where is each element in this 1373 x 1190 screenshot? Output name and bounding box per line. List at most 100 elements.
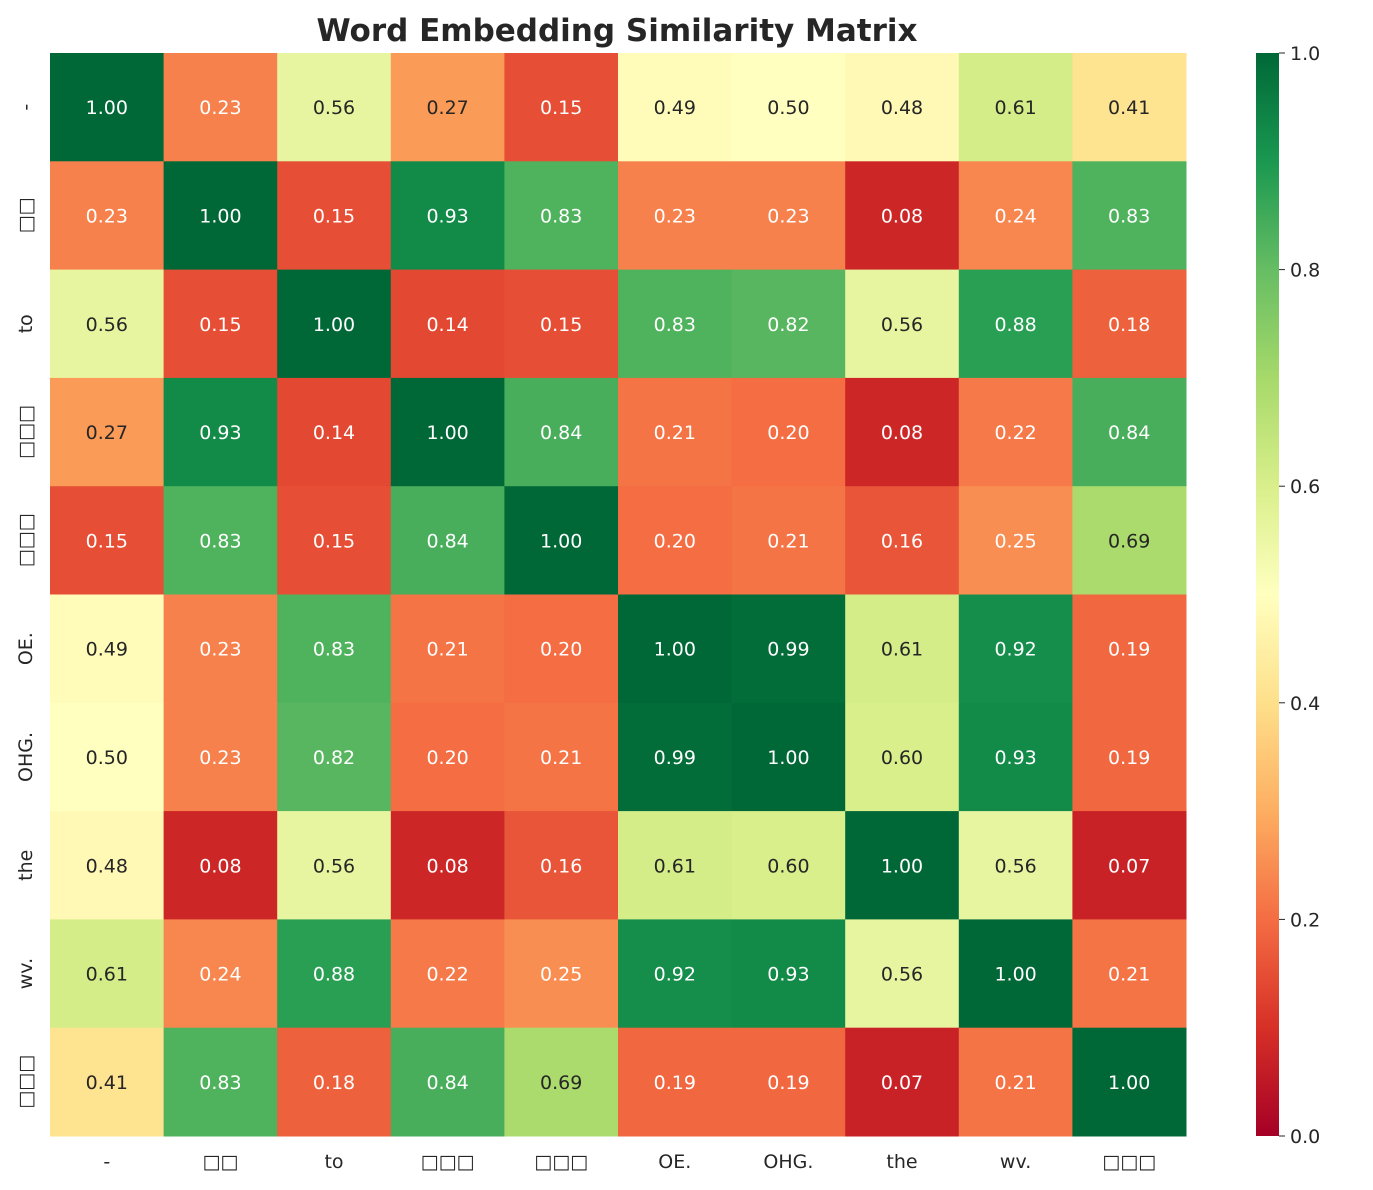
heatmap-cell (731, 161, 846, 271)
cell-annotation: 0.88 (313, 964, 355, 986)
heatmap-cell (390, 1027, 505, 1137)
heatmap-cell (958, 53, 1073, 162)
cell-annotation: 0.56 (881, 964, 923, 986)
heatmap-cell (845, 53, 960, 162)
cell-annotation: 0.07 (881, 1072, 923, 1094)
cell-annotation: 0.92 (994, 639, 1036, 661)
cell-annotation: 0.15 (199, 314, 241, 336)
cell-annotation: 0.84 (426, 530, 468, 552)
cell-annotation: 0.93 (994, 747, 1036, 769)
cell-annotation: 0.23 (654, 205, 696, 227)
heatmap-cell (1072, 1027, 1187, 1137)
cell-annotation: 0.20 (540, 639, 582, 661)
heatmap-cell (163, 161, 278, 271)
heatmap-cell (731, 377, 846, 487)
heatmap-cell (277, 377, 392, 487)
heatmap-cell (163, 702, 278, 812)
heatmap-cell (1072, 811, 1187, 920)
cell-annotation: 0.21 (1108, 964, 1150, 986)
cell-annotation: 0.21 (994, 1072, 1036, 1094)
heatmap-cell (731, 53, 846, 162)
cell-annotation: 1.00 (994, 964, 1036, 986)
cell-annotation: 0.83 (1108, 205, 1150, 227)
heatmap-cell (163, 486, 278, 595)
cell-annotation: 1.00 (540, 530, 582, 552)
colorbar-tick-label: 0.0 (1290, 1126, 1320, 1148)
cell-annotation: 0.69 (1108, 530, 1150, 552)
cell-annotation: 0.23 (767, 205, 809, 227)
heatmap-cell (845, 594, 960, 704)
heatmap-cell (845, 486, 960, 595)
heatmap-cell (618, 377, 733, 487)
cell-annotation: 0.60 (881, 747, 923, 769)
cell-annotation: 0.83 (540, 205, 582, 227)
cell-annotation: 0.21 (767, 530, 809, 552)
heatmap-cell (504, 702, 619, 812)
cell-annotation: 1.00 (654, 639, 696, 661)
heatmap-cell (1072, 161, 1187, 271)
colorbar-tick-label: 0.6 (1290, 476, 1320, 498)
cell-annotation: 0.20 (654, 530, 696, 552)
heatmap-cell (163, 594, 278, 704)
cell-annotation: 0.56 (994, 855, 1036, 877)
cell-annotation: 0.41 (1108, 97, 1150, 119)
cell-annotation: 0.08 (199, 855, 241, 877)
heatmap-cell (845, 161, 960, 271)
cell-annotation: 0.48 (881, 97, 923, 119)
cell-annotation: 0.99 (767, 639, 809, 661)
y-tick-label: OHG. (15, 732, 37, 782)
cell-annotation: 0.14 (313, 422, 355, 444)
heatmap-cell (958, 269, 1073, 379)
cell-annotation: 0.93 (426, 205, 468, 227)
heatmap-cell (390, 919, 505, 1029)
cell-annotation: 0.14 (426, 314, 468, 336)
heatmap-cell (618, 53, 733, 162)
heatmap-cell (731, 486, 846, 595)
heatmap-cell (390, 594, 505, 704)
cell-annotation: 0.08 (881, 422, 923, 444)
heatmap-cell (277, 53, 392, 162)
cell-annotation: 1.00 (313, 314, 355, 336)
heatmap-cell (390, 486, 505, 595)
heatmap-cell (1072, 486, 1187, 595)
cell-annotation: 0.15 (540, 97, 582, 119)
heatmap-cell (1072, 377, 1187, 487)
heatmap-cell (390, 269, 505, 379)
cell-annotation: 0.16 (881, 530, 923, 552)
heatmap-cell (504, 161, 619, 271)
heatmap-cell (958, 486, 1073, 595)
heatmap-cell (845, 1027, 960, 1137)
x-tick-label: wv. (1000, 1151, 1031, 1173)
cell-annotation: 0.19 (1108, 639, 1150, 661)
cell-annotation: 0.84 (426, 1072, 468, 1094)
cell-annotation: 0.61 (994, 97, 1036, 119)
cell-annotation: 0.22 (426, 964, 468, 986)
heatmap-cell (277, 486, 392, 595)
cell-annotation: 0.48 (86, 855, 128, 877)
x-tick-label: the (886, 1151, 917, 1173)
heatmap-cell (504, 377, 619, 487)
cell-annotation: 0.25 (540, 964, 582, 986)
heatmap-cell (277, 702, 392, 812)
cell-annotation: 0.56 (313, 855, 355, 877)
cell-annotation: 1.00 (86, 97, 128, 119)
heatmap-cell (50, 161, 165, 271)
heatmap-cell (618, 1027, 733, 1137)
cell-annotation: 0.93 (199, 422, 241, 444)
cell-annotation: 0.61 (881, 639, 923, 661)
cell-annotation: 0.56 (313, 97, 355, 119)
heatmap-cell (731, 702, 846, 812)
heatmap-cell (277, 269, 392, 379)
cell-annotation: 0.84 (540, 422, 582, 444)
cell-annotation: 0.07 (1108, 855, 1150, 877)
cell-annotation: 0.83 (199, 1072, 241, 1094)
heatmap-cell (504, 1027, 619, 1137)
heatmap-cell (50, 594, 165, 704)
x-tick-label: □□□ (534, 1151, 588, 1173)
colorbar-tick-label: 0.2 (1290, 909, 1320, 931)
cell-annotation: 0.25 (994, 530, 1036, 552)
cell-annotation: 0.83 (654, 314, 696, 336)
cell-annotation: 0.93 (767, 964, 809, 986)
cell-annotation: 0.21 (426, 639, 468, 661)
heatmap-cell (50, 702, 165, 812)
